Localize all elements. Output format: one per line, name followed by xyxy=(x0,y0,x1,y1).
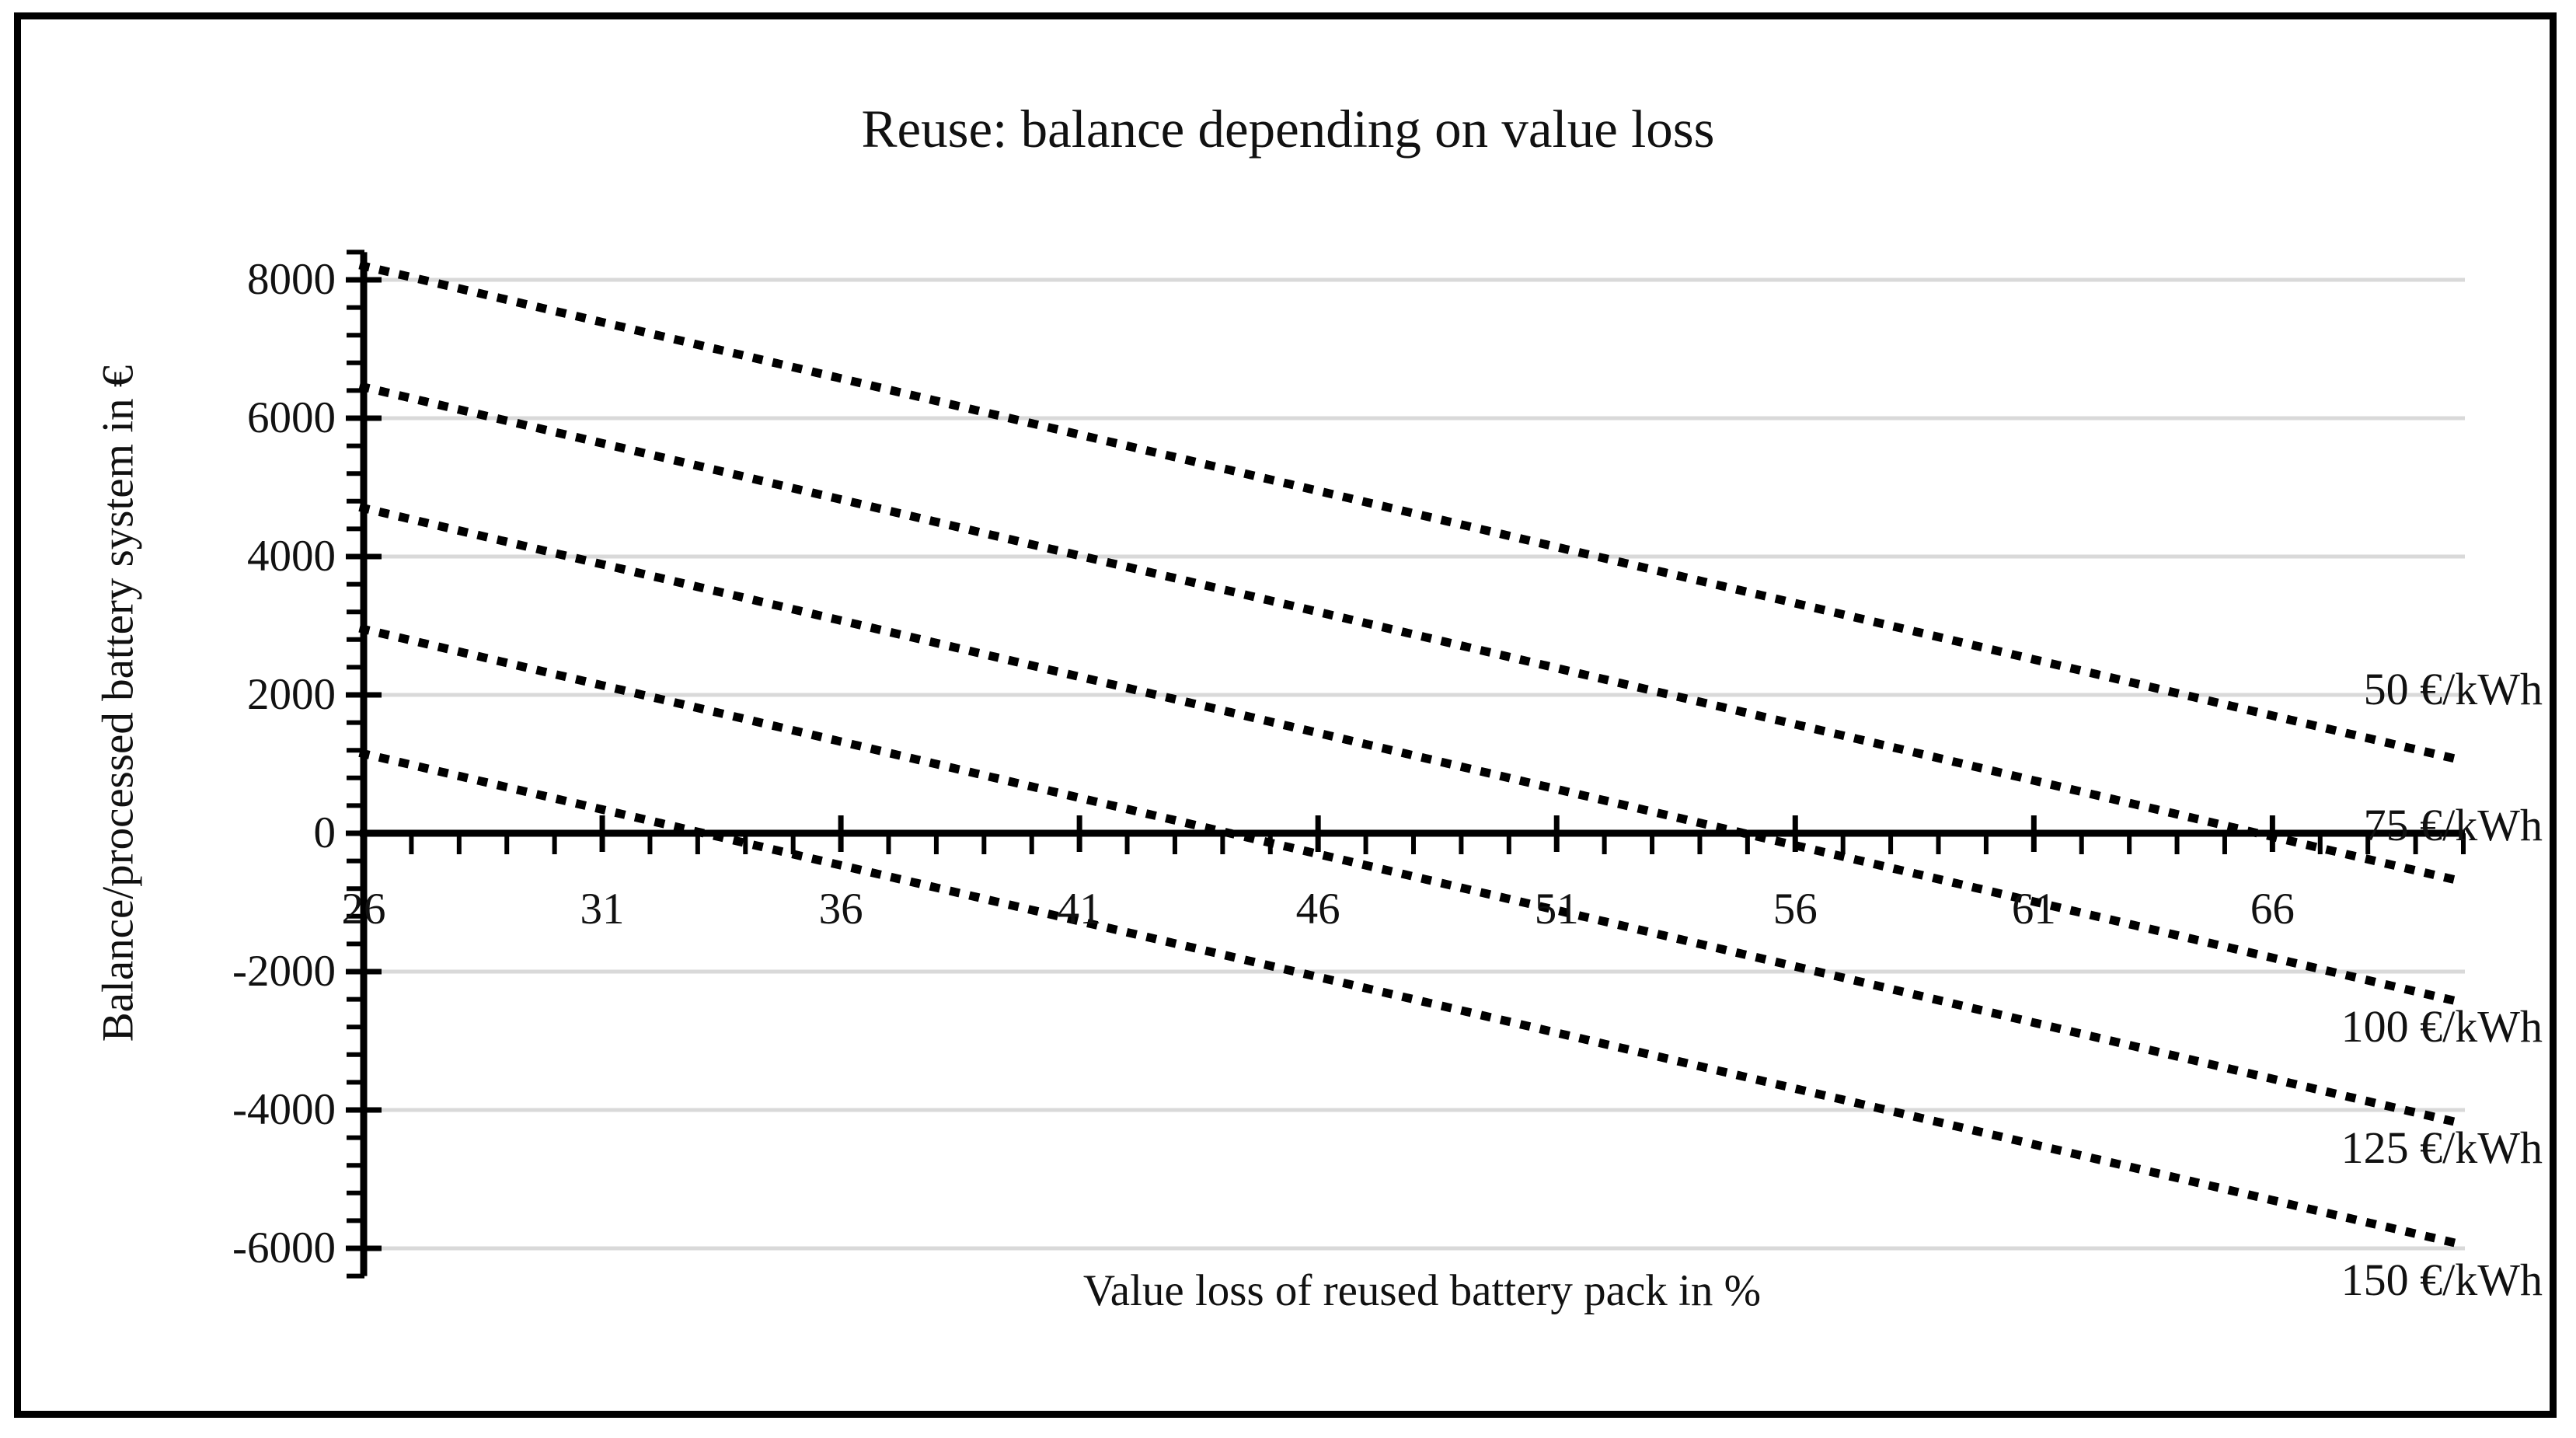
y-tick-label-6000: 6000 xyxy=(247,393,336,442)
x-tick-label-41: 41 xyxy=(1057,885,1102,934)
series-line-75-eur-kwh xyxy=(358,382,2469,887)
series-label-150-eur-kwh: 150 €/kWh xyxy=(2341,1254,2543,1305)
series-label-100-eur-kwh: 100 €/kWh xyxy=(2341,1001,2543,1052)
figure-border xyxy=(14,12,2557,1418)
x-axis-title: Value loss of reused battery pack in % xyxy=(1082,1266,1762,1315)
y-tick-label-8000: 8000 xyxy=(247,255,336,304)
x-tick-label-56: 56 xyxy=(1773,885,1818,934)
y-tick-label-0: 0 xyxy=(313,808,336,857)
y-tick-label-2000: 2000 xyxy=(247,670,336,719)
chart-title: Reuse: balance depending on value loss xyxy=(861,99,1715,159)
series-label-50-eur-kwh: 50 €/kWh xyxy=(2363,663,2543,714)
y-tick-label--4000: -4000 xyxy=(232,1085,336,1134)
x-tick-label-51: 51 xyxy=(1534,885,1579,934)
y-tick-label-4000: 4000 xyxy=(247,532,336,581)
x-tick-label-61: 61 xyxy=(2011,885,2056,934)
y-tick-label--6000: -6000 xyxy=(232,1223,336,1272)
series-line-100-eur-kwh xyxy=(358,503,2469,1008)
series-label-125-eur-kwh: 125 €/kWh xyxy=(2341,1122,2543,1173)
y-tick-label--2000: -2000 xyxy=(232,947,336,996)
series-line-125-eur-kwh xyxy=(358,623,2469,1129)
x-tick-label-46: 46 xyxy=(1295,885,1340,934)
x-tick-label-66: 66 xyxy=(2250,885,2295,934)
series-line-50-eur-kwh xyxy=(358,260,2469,766)
x-tick-label-26: 26 xyxy=(341,885,386,934)
x-tick-label-36: 36 xyxy=(818,885,863,934)
series-line-150-eur-kwh xyxy=(358,749,2469,1251)
x-tick-label-31: 31 xyxy=(580,885,625,934)
series-label-75-eur-kwh: 75 €/kWh xyxy=(2363,800,2543,851)
